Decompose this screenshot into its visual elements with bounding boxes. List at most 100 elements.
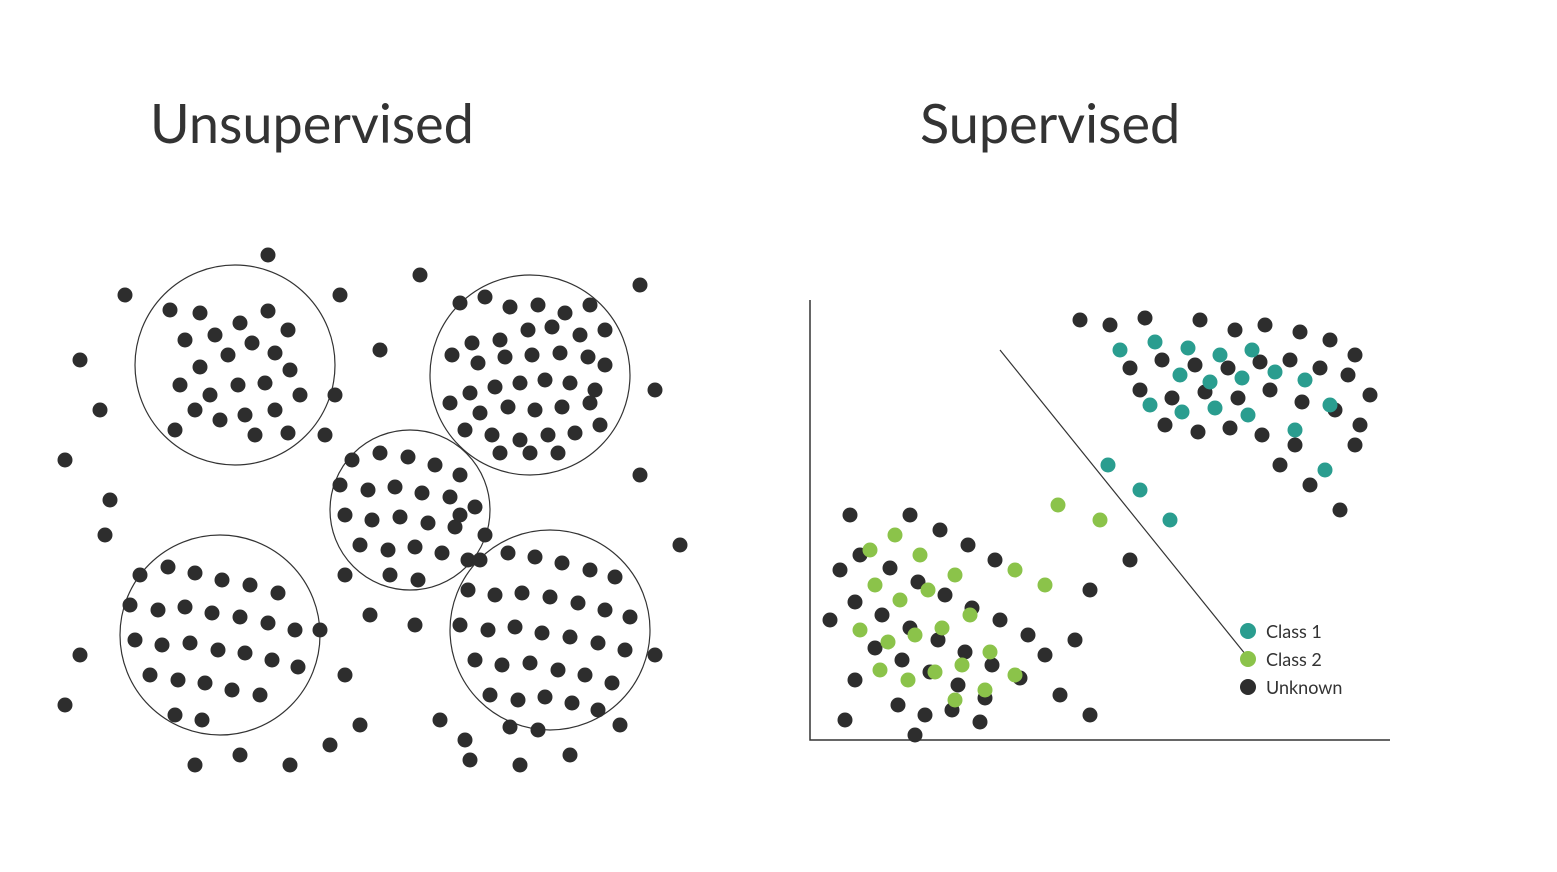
data-point [563, 748, 578, 763]
legend-item: Unknown [1240, 676, 1342, 698]
point-class1 [1208, 401, 1223, 416]
point-unknown [1021, 628, 1036, 643]
data-point [365, 513, 380, 528]
data-point [261, 304, 276, 319]
point-unknown [961, 538, 976, 553]
data-point [248, 428, 263, 443]
legend: Class 1 Class 2 Unknown [1240, 620, 1342, 704]
data-point [563, 630, 578, 645]
legend-item: Class 1 [1240, 620, 1342, 642]
data-point [388, 480, 403, 495]
data-point [458, 423, 473, 438]
data-point [188, 566, 203, 581]
point-class2 [873, 663, 888, 678]
data-point [333, 288, 348, 303]
point-unknown [1263, 383, 1278, 398]
data-point [443, 490, 458, 505]
data-point [573, 328, 588, 343]
point-class1 [1213, 348, 1228, 363]
point-unknown [1231, 391, 1246, 406]
data-point [578, 668, 593, 683]
data-point [523, 656, 538, 671]
point-class2 [893, 593, 908, 608]
point-unknown [875, 608, 890, 623]
data-point [58, 698, 73, 713]
data-point [381, 543, 396, 558]
data-point [485, 428, 500, 443]
data-point [583, 563, 598, 578]
point-class1 [1203, 375, 1218, 390]
data-point [281, 323, 296, 338]
point-class2 [1051, 498, 1066, 513]
data-point [313, 623, 328, 638]
data-point [415, 486, 430, 501]
point-unknown [1068, 633, 1083, 648]
data-point [538, 373, 553, 388]
data-point [93, 403, 108, 418]
data-point [401, 450, 416, 465]
data-point [521, 323, 536, 338]
data-point [613, 718, 628, 733]
data-point [508, 620, 523, 635]
point-class1 [1298, 373, 1313, 388]
data-point [178, 600, 193, 615]
data-point [128, 633, 143, 648]
data-point [151, 603, 166, 618]
point-unknown [1191, 425, 1206, 440]
point-unknown [1123, 361, 1138, 376]
data-point [608, 570, 623, 585]
point-unknown [1273, 458, 1288, 473]
point-unknown [1341, 368, 1356, 383]
point-unknown [1123, 553, 1138, 568]
data-point [478, 290, 493, 305]
data-point [163, 303, 178, 318]
data-point [523, 446, 538, 461]
data-point [323, 738, 338, 753]
data-point [345, 453, 360, 468]
point-unknown [1103, 318, 1118, 333]
point-unknown [868, 641, 883, 656]
data-point [245, 336, 260, 351]
legend-label: Class 2 [1266, 648, 1322, 670]
point-unknown [1073, 313, 1088, 328]
legend-swatch [1240, 623, 1256, 639]
point-unknown [973, 715, 988, 730]
data-point [551, 663, 566, 678]
point-unknown [1223, 421, 1238, 436]
data-point [288, 623, 303, 638]
point-unknown [985, 658, 1000, 673]
data-point [593, 418, 608, 433]
data-point [513, 376, 528, 391]
data-point [183, 636, 198, 651]
data-point [493, 333, 508, 348]
point-unknown [1283, 353, 1298, 368]
point-class2 [1093, 513, 1108, 528]
data-point [413, 268, 428, 283]
data-point [211, 643, 226, 658]
data-point [605, 676, 620, 691]
point-unknown [1295, 395, 1310, 410]
point-unknown [1313, 361, 1328, 376]
point-unknown [848, 595, 863, 610]
data-point [633, 468, 648, 483]
legend-item: Class 2 [1240, 648, 1342, 670]
data-point [453, 618, 468, 633]
point-class1 [1323, 398, 1338, 413]
point-unknown [1348, 348, 1363, 363]
data-point [501, 546, 516, 561]
data-point [155, 638, 170, 653]
point-class1 [1113, 343, 1128, 358]
data-point [483, 688, 498, 703]
data-point [238, 408, 253, 423]
data-point [461, 583, 476, 598]
point-class1 [1163, 513, 1178, 528]
data-point [481, 623, 496, 638]
point-class2 [948, 568, 963, 583]
data-point [193, 306, 208, 321]
point-unknown [1255, 428, 1270, 443]
data-point [453, 508, 468, 523]
point-unknown [1333, 503, 1348, 518]
data-point [408, 540, 423, 555]
data-point [541, 428, 556, 443]
data-point [238, 646, 253, 661]
